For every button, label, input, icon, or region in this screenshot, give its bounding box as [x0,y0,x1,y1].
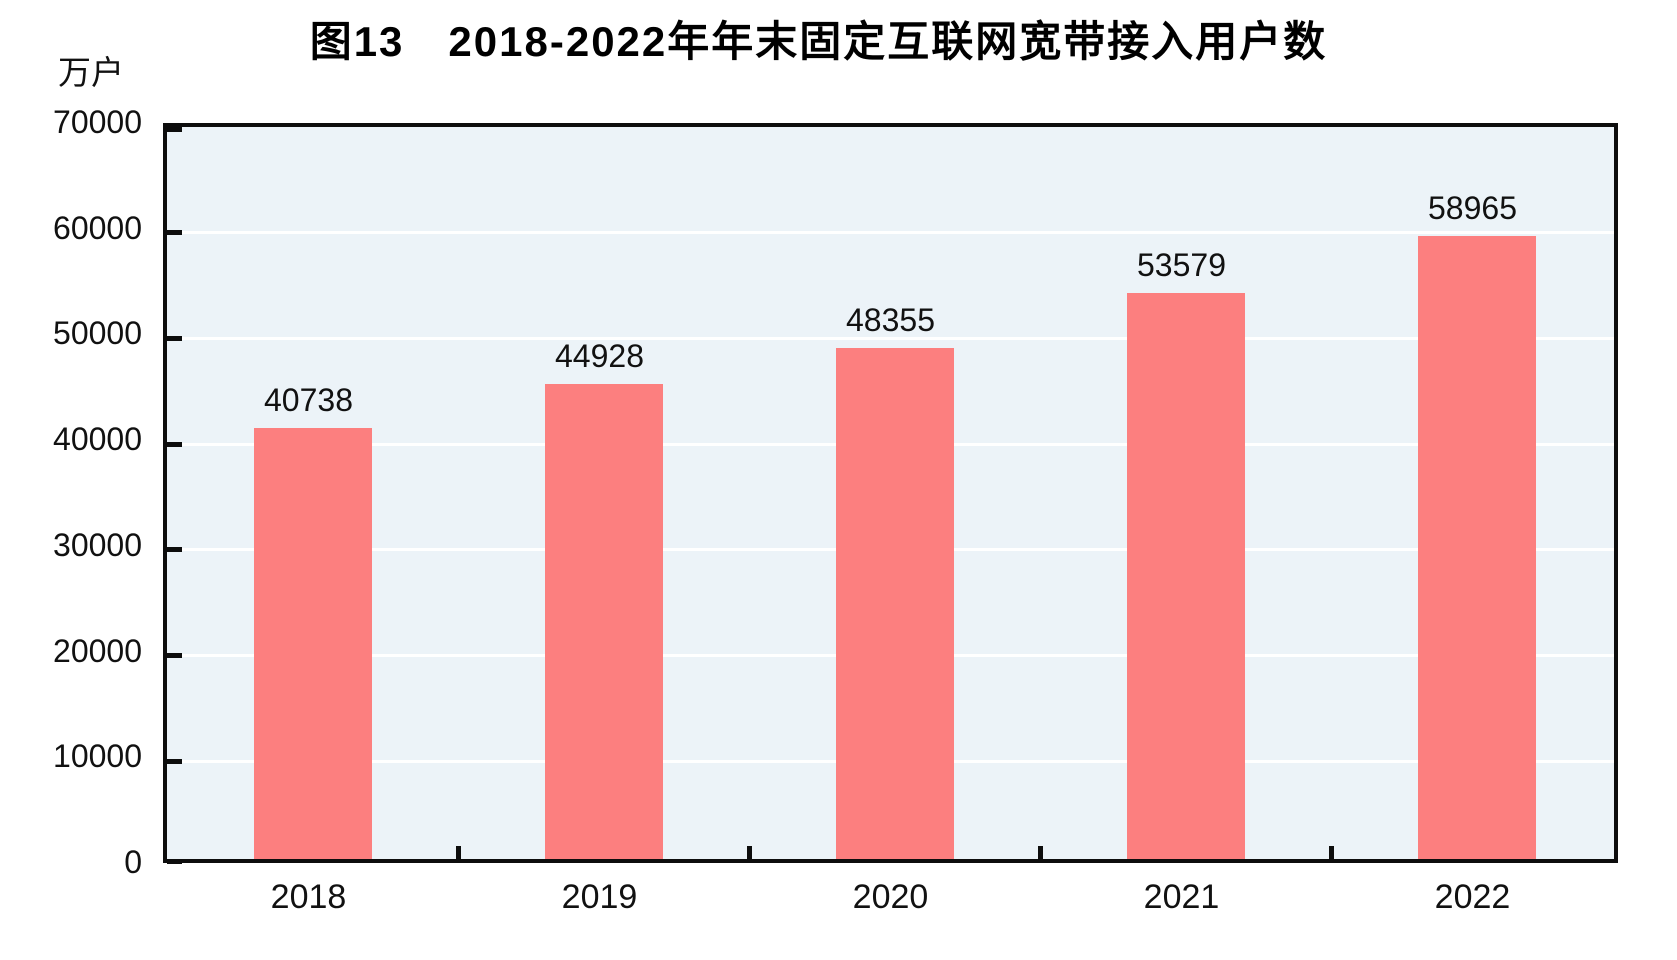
x-tick-mark [455,846,461,859]
x-tick-mark [1328,846,1334,859]
y-tick-label: 30000 [53,526,142,563]
gridline-50000 [167,336,1614,340]
y-axis-unit-label: 万户 [58,54,124,91]
y-tick-mark [167,758,182,764]
x-tick-mark [746,846,752,859]
y-tick-mark [167,653,182,659]
y-tick-label: 20000 [53,632,142,669]
x-tick-label-2019: 2019 [561,878,638,916]
y-tick-mark [167,127,182,132]
y-tick-label: 60000 [53,209,142,246]
y-tick-mark [167,441,182,447]
x-tick-label-2021: 2021 [1143,878,1220,916]
y-tick-label: 40000 [53,421,142,458]
bar-value-label-2021: 53579 [1137,246,1226,283]
bar-2022 [1417,235,1536,859]
bar-2018 [253,428,372,859]
bar-value-label-2019: 44928 [555,338,644,375]
bar-value-label-2022: 58965 [1428,189,1517,226]
x-tick-label-2018: 2018 [270,878,347,916]
x-tick-label-2022: 2022 [1434,878,1511,916]
bar-2021 [1126,292,1245,859]
y-tick-label: 0 [124,844,142,880]
y-tick-mark [167,335,182,341]
y-tick-mark [167,859,182,864]
chart-title: 图13 2018-2022年年末固定互联网宽带接入用户数 [309,18,1328,65]
bar-2019 [544,384,663,859]
bar-value-label-2018: 40738 [264,382,353,419]
bar-2020 [835,347,954,859]
y-tick-label: 70000 [53,104,142,140]
plot-area [163,123,1618,864]
y-tick-label: 10000 [53,738,142,775]
x-tick-label-2020: 2020 [852,878,929,916]
y-tick-mark [167,230,182,236]
y-tick-mark [167,547,182,553]
x-tick-mark [1037,846,1043,859]
y-tick-label: 50000 [53,315,142,352]
bar-value-label-2020: 48355 [846,301,935,338]
gridline-60000 [167,231,1614,235]
